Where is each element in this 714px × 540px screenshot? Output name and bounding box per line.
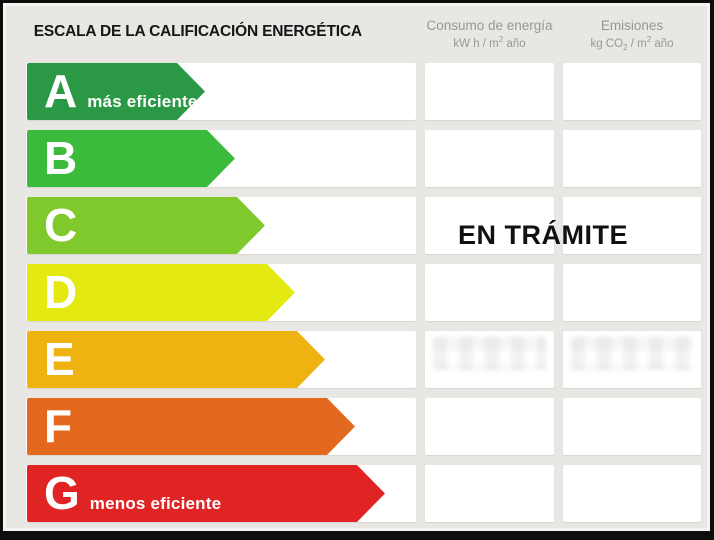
consumo-value-cell-C: [425, 197, 554, 254]
rating-letter-B: B: [44, 132, 78, 184]
emisiones-value-cell-C: [563, 197, 701, 254]
rating-row-F: F: [26, 398, 701, 455]
rating-arrow-F: F: [27, 398, 355, 455]
erased-text-artifact: [433, 337, 546, 370]
rating-letter-C: C: [44, 199, 78, 251]
rating-letter-F: F: [44, 400, 73, 452]
emisiones-title: Emisiones: [600, 18, 664, 33]
label-inner-border: ESCALA DE LA CALIFICACIÓN ENERGÉTICA Con…: [3, 3, 710, 531]
emisiones-value-cell-B: [563, 130, 701, 187]
rating-track-F: F: [26, 398, 416, 455]
rating-row-B: B: [26, 130, 701, 187]
emisiones-unit: kg CO2 / m2 año: [590, 35, 674, 53]
rating-track-C: C: [26, 197, 416, 254]
rating-track-D: D: [26, 264, 416, 321]
rating-row-D: D: [26, 264, 701, 321]
title-cell: ESCALA DE LA CALIFICACIÓN ENERGÉTICA: [26, 6, 416, 57]
label-header: ESCALA DE LA CALIFICACIÓN ENERGÉTICA Con…: [26, 6, 701, 57]
rating-track-E: E: [26, 331, 416, 388]
rating-letter-G: G: [44, 467, 80, 519]
emisiones-value-cell-E: [563, 331, 701, 388]
page-title: ESCALA DE LA CALIFICACIÓN ENERGÉTICA: [33, 22, 362, 40]
emisiones-value-cell-A: [563, 63, 701, 120]
consumo-value-cell-G: [425, 465, 554, 522]
rating-track-B: B: [26, 130, 416, 187]
erased-text-artifact: [571, 337, 693, 370]
column-header-emisiones: Emisiones kg CO2 / m2 año: [563, 6, 701, 57]
rating-arrow-B: B: [27, 130, 235, 187]
rating-letter-D: D: [44, 266, 78, 318]
rating-arrow-E: E: [27, 331, 325, 388]
column-header-consumo: Consumo de energía kW h / m2 año: [425, 6, 554, 57]
consumo-value-cell-E: [425, 331, 554, 388]
consumo-value-cell-B: [425, 130, 554, 187]
consumo-value-cell-D: [425, 264, 554, 321]
rating-arrow-C: C: [27, 197, 265, 254]
emisiones-value-cell-F: [563, 398, 701, 455]
rating-note-A: más eficiente: [87, 92, 198, 111]
rating-letter-E: E: [44, 333, 75, 385]
status-badge: EN TRÁMITE: [458, 220, 628, 250]
consumo-title: Consumo de energía: [426, 18, 553, 33]
rating-letter-A: A: [44, 65, 78, 117]
consumo-unit: kW h / m2 año: [453, 35, 526, 51]
rating-arrow-D: D: [27, 264, 295, 321]
rating-row-C: C: [26, 197, 701, 254]
rating-note-G: menos eficiente: [89, 494, 222, 513]
label-panel: ESCALA DE LA CALIFICACIÓN ENERGÉTICA Con…: [6, 6, 707, 528]
emisiones-value-cell-D: [563, 264, 701, 321]
rating-row-E: E: [26, 331, 701, 388]
consumo-value-cell-F: [425, 398, 554, 455]
emisiones-value-cell-G: [563, 465, 701, 522]
consumo-value-cell-A: [425, 63, 554, 120]
